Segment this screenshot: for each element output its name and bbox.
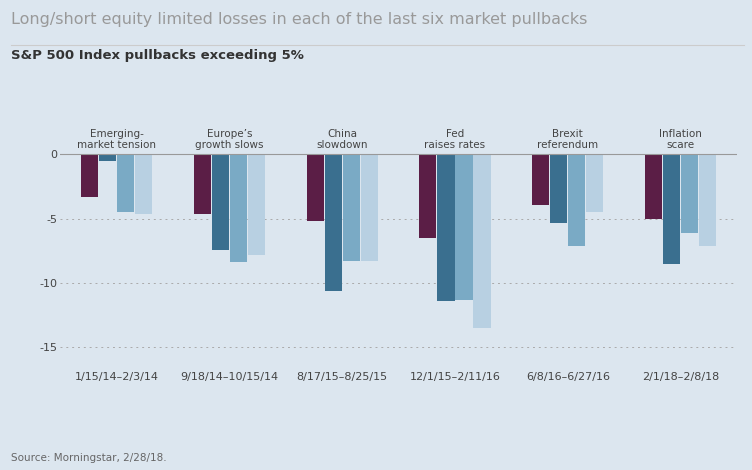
Bar [135, 154, 152, 213]
Bar [117, 154, 134, 212]
Bar [681, 154, 698, 233]
Text: Source: Morningstar, 2/28/18.: Source: Morningstar, 2/28/18. [11, 453, 167, 463]
Bar [420, 154, 436, 238]
Bar [361, 154, 378, 261]
Bar [587, 154, 603, 212]
Text: China
slowdown: China slowdown [317, 129, 368, 150]
Bar [550, 154, 567, 222]
Bar [194, 154, 211, 213]
Text: Emerging-
market tension: Emerging- market tension [77, 129, 156, 150]
Bar [532, 154, 549, 204]
Bar [99, 154, 116, 161]
Bar [325, 154, 341, 291]
Bar [474, 154, 490, 328]
Bar [212, 154, 229, 250]
Bar [569, 154, 585, 246]
Text: Brexit
referendum: Brexit referendum [537, 129, 599, 150]
Bar [699, 154, 716, 246]
Bar [343, 154, 359, 261]
Bar [438, 154, 454, 301]
Bar [645, 154, 662, 219]
Bar [81, 154, 98, 197]
Text: Long/short equity limited losses in each of the last six market pullbacks: Long/short equity limited losses in each… [11, 12, 587, 27]
Text: Fed
raises rates: Fed raises rates [424, 129, 486, 150]
Bar [663, 154, 680, 264]
Text: Europe’s
growth slows: Europe’s growth slows [195, 129, 264, 150]
Bar [307, 154, 323, 221]
Text: Inflation
scare: Inflation scare [659, 129, 702, 150]
Bar [456, 154, 472, 300]
Text: S&P 500 Index pullbacks exceeding 5%: S&P 500 Index pullbacks exceeding 5% [11, 49, 304, 63]
Bar [248, 154, 265, 255]
Bar [230, 154, 247, 262]
